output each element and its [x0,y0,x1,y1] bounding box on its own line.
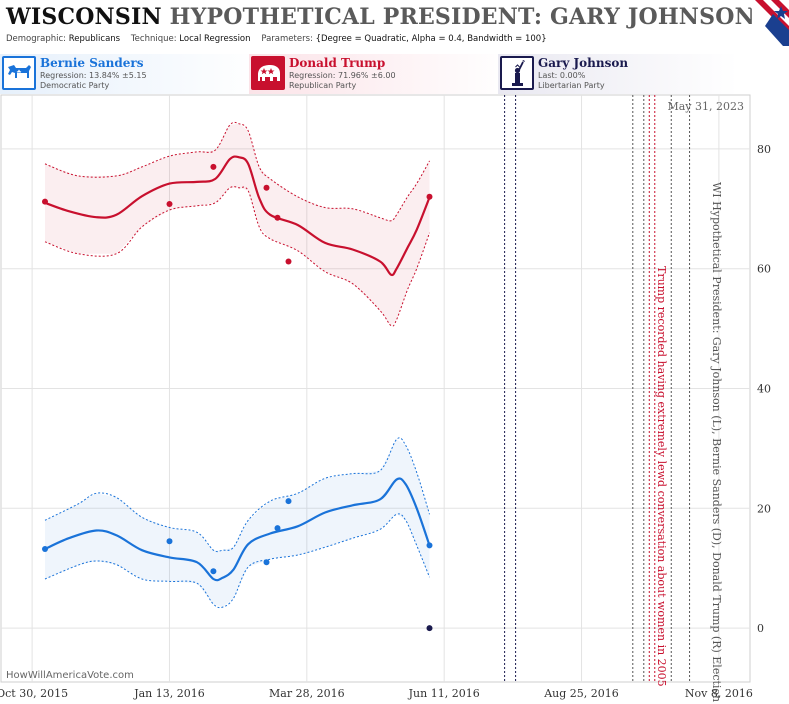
x-tick-label: Jun 11, 2016 [408,687,480,700]
y-tick-label: 60 [757,263,771,276]
y-tick-label: 0 [757,622,764,635]
bernie-sanders-data-point [285,498,292,505]
page-title: WISCONSIN HYPOTHETICAL PRESIDENT: GARY J… [6,4,789,30]
donald-trump-upper-bound [44,121,430,222]
bernie-sanders-lower-bound [44,513,430,609]
legend-party-rep: Republican Party [289,81,357,90]
regression-lines [44,155,431,582]
parameters-value: {Degree = Quadratic, Alpha = 0.4, Bandwi… [315,34,547,44]
statue-of-liberty-icon [500,56,534,90]
legend-party-lib: Libertarian Party [538,81,605,90]
bernie-sanders-data-point [426,542,433,549]
gary-johnson-data-point [426,625,433,632]
header: WISCONSIN HYPOTHETICAL PRESIDENT: GARY J… [0,0,789,52]
poll-points [42,163,433,632]
bernie-sanders-upper-bound [44,437,430,553]
x-tick-labels: Oct 30, 2015 Jan 13, 2016 Mar 28, 2016 Jun … [0,687,753,700]
date-stamp: May 31, 2023 [667,100,744,113]
legend-stat-dem: Regression: 13.84% ±5.15 [40,71,147,80]
x-tick-label: Nov 8, 2016 [685,687,753,700]
technique-value: Local Regression [179,34,251,44]
parameters-line: Demographic: Republicans Technique: Loca… [6,34,547,44]
donald-trump-data-point [263,184,270,191]
legend-stat-rep: Regression: 71.96% ±6.00 [289,71,396,80]
legend-name-rep: Donald Trump [289,56,386,70]
candidate-legend: Bernie Sanders Regression: 13.84% ±5.15 … [0,54,789,94]
donald-trump-regression-line [44,155,431,277]
confidence-bands [44,121,430,609]
y-tick-label: 20 [757,502,771,515]
legend-item-dem: Bernie Sanders Regression: 13.84% ±5.15 … [0,54,260,94]
donald-trump-data-point [166,201,173,207]
bernie-sanders-band-fill [45,439,430,608]
title-state: WISCONSIN [6,4,162,30]
watermark: HowWillAmericaVote.com [6,670,134,681]
donald-trump-data-point [285,258,292,265]
x-tick-label: Jan 13, 2016 [133,687,205,700]
legend-name-dem: Bernie Sanders [40,56,144,70]
demographic-value: Republicans [68,34,121,44]
donald-trump-data-point [426,193,433,200]
event-lines [504,95,691,682]
legend-party-dem: Democratic Party [40,81,110,90]
bernie-sanders-data-point [166,538,173,545]
donald-trump-data-point [274,214,281,221]
x-tick-label: Aug 25, 2016 [543,687,619,700]
y-tick-label: 80 [757,143,771,156]
bernie-sanders-data-point [263,559,270,566]
title-rest: HYPOTHETICAL PRESIDENT: GARY JOHNSON (L)… [169,4,789,30]
donald-trump-data-point [210,163,217,170]
bernie-sanders-data-point [274,525,281,532]
bernie-sanders-data-point [210,568,217,575]
x-tick-label: Mar 28, 2016 [269,687,345,700]
legend-item-lib: Gary Johnson Last: 0.00% Libertarian Par… [498,54,738,94]
flag-logo-icon [743,0,789,46]
legend-item-rep: Donald Trump Regression: 71.96% ±6.00 Re… [249,54,509,94]
elephant-icon [251,56,285,90]
y-tick-labels: 0 20 40 60 80 [757,143,771,635]
x-tick-label: Oct 30, 2015 [0,687,68,700]
donald-trump-lower-bound [44,186,430,327]
legend-stat-lib: Last: 0.00% [538,71,586,80]
grid-lines [1,95,750,682]
y-tick-label: 40 [757,383,771,396]
bernie-sanders-data-point [42,546,48,552]
parameters-key: Parameters: [261,34,313,44]
donald-trump-data-point [42,198,48,205]
demographic-key: Demographic: [6,34,67,44]
donkey-icon [2,56,36,90]
legend-name-lib: Gary Johnson [538,56,629,70]
donald-trump-band-fill [45,123,430,326]
technique-key: Technique: [130,34,177,44]
bernie-sanders-regression-line [44,477,431,582]
chart-vertical-title: WI Hypothetical President: Gary Johnson … [710,182,723,702]
event-annotation: Trump recorded having extremely lewd con… [655,266,668,687]
